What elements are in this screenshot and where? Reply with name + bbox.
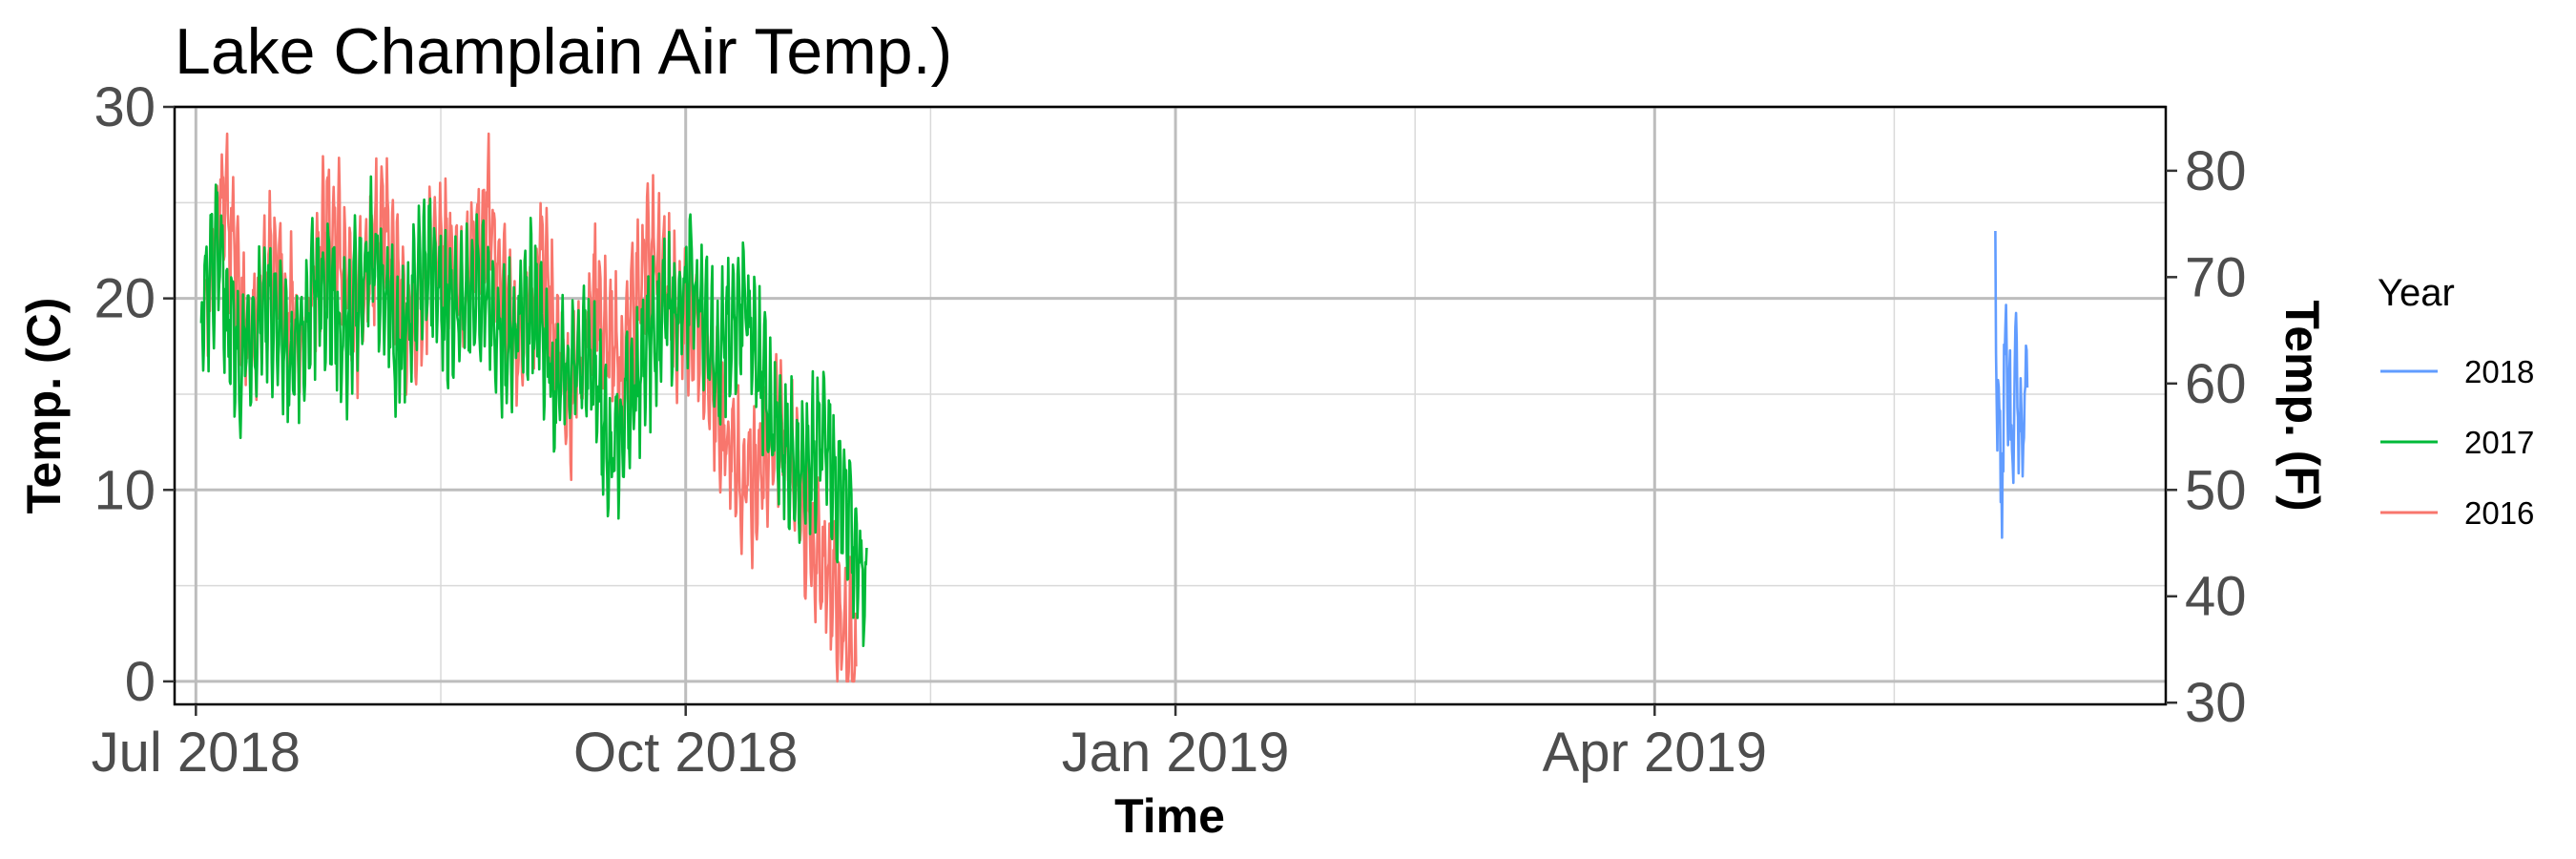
- y2-tick-label: 40: [2185, 566, 2247, 628]
- y2-tick-label: 50: [2185, 459, 2247, 521]
- y-axis-title: Temp. (C): [17, 298, 71, 514]
- legend: Year 2018 2017 2016: [2378, 272, 2534, 531]
- legend-label-2016: 2016: [2464, 495, 2534, 531]
- series-line-2018: [1994, 230, 2029, 539]
- y-tick-label: 0: [125, 651, 156, 713]
- y-tick-label: 10: [93, 459, 156, 521]
- y-tick-label: 30: [93, 76, 156, 138]
- legend-title: Year: [2378, 272, 2455, 314]
- series-layer: [199, 132, 2029, 683]
- y2-tick-label: 30: [2185, 672, 2247, 734]
- y-axis-left: 0 10 20 30: [93, 76, 175, 713]
- y2-axis-title: Temp. (F): [2275, 300, 2329, 511]
- x-tick-label: Jan 2019: [1062, 722, 1290, 784]
- major-grid: [175, 105, 2166, 704]
- y2-tick-label: 60: [2185, 353, 2247, 415]
- x-axis-title: Time: [1114, 789, 1225, 843]
- legend-label-2018: 2018: [2464, 354, 2534, 389]
- x-axis: Jul 2018 Oct 2018 Jan 2019 Apr 2019: [92, 704, 1767, 784]
- y2-tick-label: 80: [2185, 140, 2247, 202]
- series-line-2017: [199, 175, 868, 647]
- legend-label-2017: 2017: [2464, 425, 2534, 460]
- x-tick-label: Jul 2018: [92, 722, 301, 784]
- x-tick-label: Oct 2018: [573, 722, 798, 784]
- chart-title: Lake Champlain Air Temp.): [175, 15, 952, 88]
- series-line-2016: [205, 132, 858, 683]
- x-tick-label: Apr 2019: [1543, 722, 1767, 784]
- y-tick-label: 20: [93, 268, 156, 330]
- minor-grid: [175, 107, 2166, 704]
- y2-tick-label: 70: [2185, 246, 2247, 308]
- plot-panel-border: [173, 105, 2168, 706]
- y-axis-right: 30 40 50 60 70 80: [2166, 140, 2247, 734]
